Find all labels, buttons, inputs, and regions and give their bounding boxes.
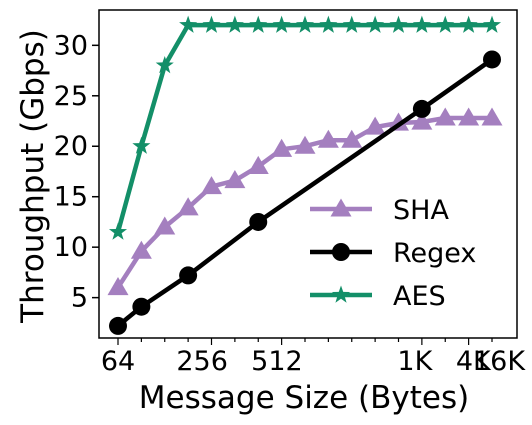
series-layer <box>107 15 503 335</box>
x-tick-label: 256 <box>176 346 228 377</box>
legend-marker <box>331 285 351 303</box>
data-point-aes <box>436 15 455 33</box>
legend-label: Regex <box>393 238 476 269</box>
data-point-sha <box>271 138 293 157</box>
series-aes <box>108 15 502 240</box>
data-point-regex <box>483 50 501 69</box>
data-point-regex <box>132 297 151 316</box>
data-point-regex <box>109 316 127 335</box>
data-point-regex <box>179 266 198 285</box>
data-point-regex <box>249 212 268 231</box>
legend-item-regex: Regex <box>310 238 476 269</box>
x-tick-label: 512 <box>251 346 303 377</box>
data-point-sha <box>317 129 339 148</box>
data-point-sha <box>294 135 316 154</box>
x-tick-label: 4K <box>456 346 492 377</box>
x-tick-label: 1K <box>397 346 433 377</box>
legend-marker <box>330 198 352 217</box>
data-point-sha <box>434 107 456 126</box>
data-point-sha <box>107 277 129 296</box>
data-point-aes <box>295 15 315 33</box>
x-tick-label: 16K <box>473 346 526 377</box>
data-point-aes <box>389 15 408 33</box>
data-point-aes <box>319 15 338 33</box>
data-point-sha <box>458 107 480 126</box>
data-point-aes <box>179 15 198 33</box>
data-point-aes <box>202 15 221 33</box>
data-point-aes <box>366 15 385 33</box>
data-point-aes <box>272 15 291 33</box>
data-point-sha <box>201 176 222 195</box>
data-point-aes <box>459 15 478 33</box>
y-tick-label: 15 <box>54 182 88 213</box>
legend-label: AES <box>393 281 446 312</box>
data-point-sha <box>130 240 152 259</box>
plot-frame <box>98 9 518 339</box>
series-regex <box>109 50 501 335</box>
data-point-aes <box>225 15 244 33</box>
y-tick-label: 30 <box>54 30 88 61</box>
legend: SHA Regex AES <box>310 195 476 312</box>
data-point-sha <box>411 111 433 130</box>
y-tick-label: 5 <box>71 283 88 314</box>
legend-item-aes: AES <box>310 281 446 312</box>
data-point-sha <box>154 216 176 235</box>
data-point-aes <box>342 15 361 33</box>
data-point-aes <box>412 15 431 33</box>
x-axis-title: Message Size (Bytes) <box>139 380 469 416</box>
data-point-sha <box>224 170 246 189</box>
data-point-aes <box>249 15 268 33</box>
y-axis-title: Throughput (Gbps) <box>15 29 51 324</box>
data-point-aes <box>108 222 128 240</box>
y-tick-label: 25 <box>54 81 88 112</box>
data-point-sha <box>364 116 386 135</box>
legend-label: SHA <box>393 195 449 226</box>
y-tick-label: 10 <box>54 232 88 263</box>
data-point-aes <box>132 136 151 154</box>
legend-item-sha: SHA <box>310 195 449 226</box>
legend-marker <box>332 243 350 261</box>
data-point-regex <box>412 99 431 118</box>
data-point-sha <box>177 197 199 216</box>
data-point-aes <box>155 56 174 74</box>
data-point-aes <box>482 15 502 33</box>
y-tick-label: 20 <box>54 131 88 162</box>
data-point-sha <box>481 107 503 126</box>
x-tick-label: 64 <box>101 346 135 377</box>
data-point-sha <box>341 129 363 148</box>
data-point-sha <box>247 155 269 174</box>
